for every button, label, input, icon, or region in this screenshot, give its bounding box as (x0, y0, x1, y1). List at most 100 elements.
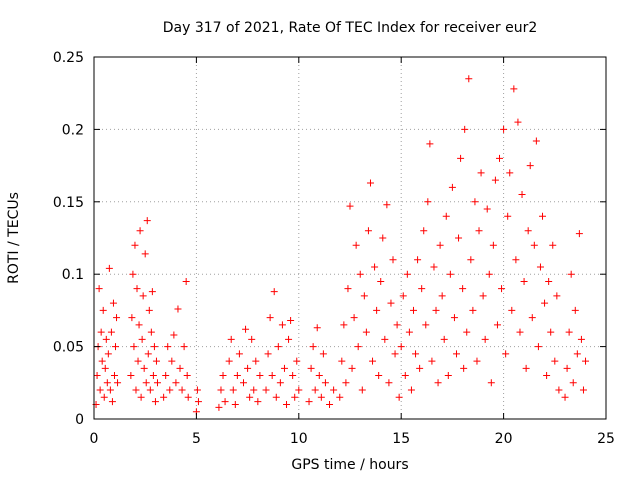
data-point (140, 364, 148, 372)
data-point (170, 331, 178, 339)
data-point (97, 328, 105, 336)
data-point (142, 379, 150, 387)
data-point (549, 241, 557, 249)
data-point (416, 364, 424, 372)
data-point (182, 277, 190, 285)
data-points (92, 75, 590, 416)
data-point (131, 241, 139, 249)
data-point (289, 372, 297, 380)
data-point (467, 256, 475, 264)
data-point (407, 386, 415, 394)
data-point (387, 299, 395, 307)
data-point (541, 299, 549, 307)
data-point (287, 317, 295, 325)
data-point (506, 169, 514, 177)
data-point (481, 335, 489, 343)
data-point (291, 393, 299, 401)
data-point (194, 398, 202, 406)
data-point (514, 118, 522, 126)
data-point (128, 314, 136, 322)
data-point (262, 386, 270, 394)
data-point (479, 292, 487, 300)
data-point (526, 162, 534, 170)
data-point (193, 386, 201, 394)
data-point (563, 364, 571, 372)
data-point (138, 335, 146, 343)
data-point (100, 393, 108, 401)
data-point (108, 398, 116, 406)
data-point (143, 217, 151, 225)
data-point (107, 328, 115, 336)
data-point (342, 379, 350, 387)
data-point (471, 198, 479, 206)
data-point (561, 393, 569, 401)
data-point (420, 227, 428, 235)
data-point (293, 357, 301, 365)
data-point (395, 393, 403, 401)
data-point (483, 205, 491, 213)
data-point (105, 264, 113, 272)
data-point (229, 386, 237, 394)
data-point (573, 350, 581, 358)
data-point (551, 357, 559, 365)
data-point (469, 306, 477, 314)
data-point (217, 386, 225, 394)
data-point (146, 386, 154, 394)
data-point (240, 379, 248, 387)
data-point (575, 230, 583, 238)
data-point (352, 241, 360, 249)
x-tick-label: 0 (90, 431, 99, 447)
data-point (438, 292, 446, 300)
data-point (225, 357, 233, 365)
data-point (582, 357, 590, 365)
data-point (160, 393, 168, 401)
data-point (459, 285, 467, 293)
data-point (344, 285, 352, 293)
data-point (130, 343, 138, 351)
data-point (393, 321, 401, 329)
data-point (569, 379, 577, 387)
data-point (450, 314, 458, 322)
data-point (530, 241, 538, 249)
data-point (391, 350, 399, 358)
data-point (446, 270, 454, 278)
data-point (383, 201, 391, 209)
data-point (414, 256, 422, 264)
axis-ticks: 0 5 10 15 20 25 0 0.05 0.1 0.15 0.2 0.25 (53, 50, 615, 447)
data-point (397, 343, 405, 351)
data-point (270, 288, 278, 296)
data-point (358, 386, 366, 394)
data-point (403, 270, 411, 278)
data-point (147, 328, 155, 336)
data-point (246, 393, 254, 401)
data-point (405, 328, 413, 336)
data-point (112, 343, 120, 351)
data-point (136, 227, 144, 235)
data-point (242, 325, 250, 333)
data-point (518, 191, 526, 199)
data-point (336, 393, 344, 401)
data-point (166, 386, 174, 394)
data-point (461, 125, 469, 133)
data-point (149, 372, 157, 380)
data-point (215, 403, 223, 411)
data-point (264, 350, 272, 358)
data-point (266, 314, 274, 322)
grid-lines (94, 57, 606, 419)
data-point (184, 393, 192, 401)
data-point (364, 227, 372, 235)
data-point (103, 379, 111, 387)
data-point (500, 125, 508, 133)
data-point (254, 398, 262, 406)
data-point (272, 393, 280, 401)
data-point (109, 299, 117, 307)
data-point (141, 250, 149, 258)
data-point (313, 324, 321, 332)
data-point (350, 314, 358, 322)
data-point (319, 350, 327, 358)
data-point (577, 335, 585, 343)
data-point (360, 292, 368, 300)
x-tick-label: 5 (192, 431, 201, 447)
data-point (430, 263, 438, 271)
